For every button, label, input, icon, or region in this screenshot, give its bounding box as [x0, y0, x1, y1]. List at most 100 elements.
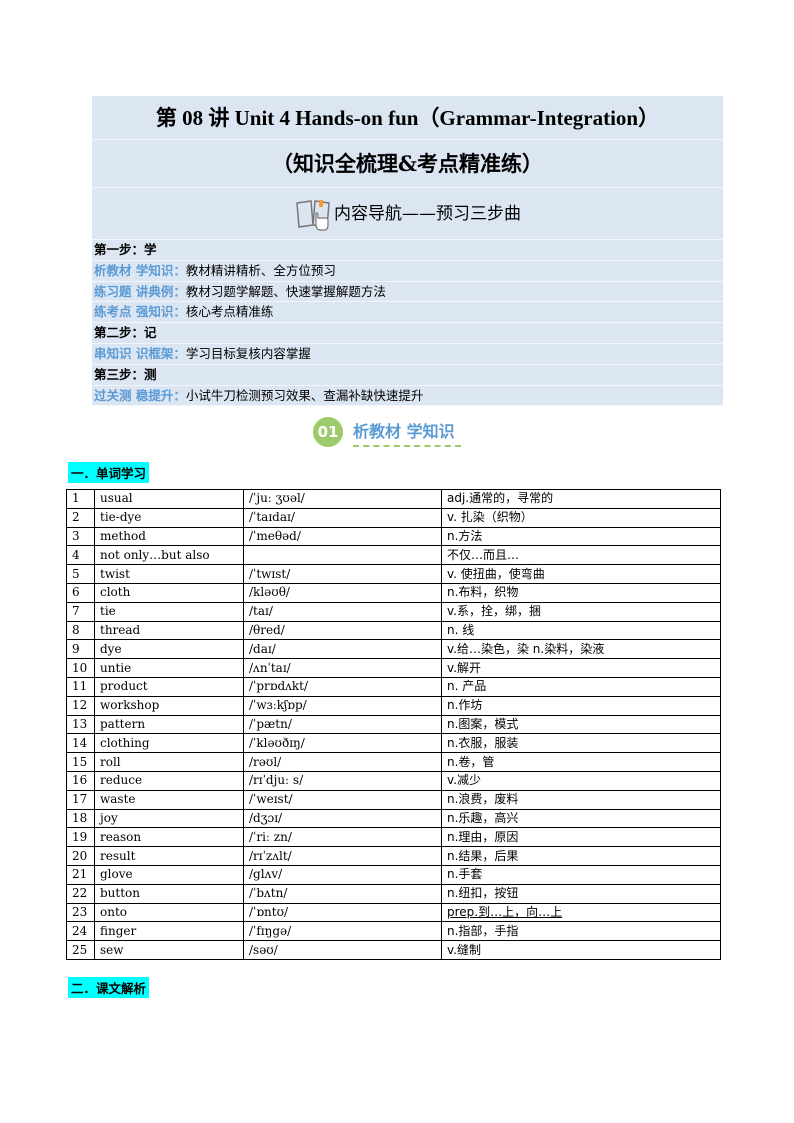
row-number-cell: 12	[66, 695, 95, 716]
word-cell: waste	[94, 789, 244, 810]
meaning-cell: n. 产品	[441, 676, 721, 697]
meaning-cell: n.衣服，服装	[441, 733, 721, 754]
word-cell: finger	[94, 921, 244, 942]
word-cell: tie-dye	[94, 507, 244, 528]
row-number-cell: 1	[66, 489, 95, 509]
row-number-cell: 15	[66, 752, 95, 772]
table-row: 19 reason/ˈriː zn/n.理由，原因	[66, 827, 721, 848]
page-subtitle: （知识全梳理&考点精准练）	[92, 140, 723, 188]
phonetic-cell: /daɪ/	[243, 639, 442, 660]
table-row: 18 joy/dʒɔɪ/n.乐趣，高兴	[66, 808, 721, 829]
word-cell: onto	[94, 902, 244, 923]
step-item-label: 练考点 强知识：	[94, 304, 186, 320]
meaning-cell: n.卷，管	[441, 752, 721, 772]
step-item: 练习题 讲典例：教材习题学解题、快速掌握解题方法	[92, 282, 723, 303]
table-row: 2 tie-dye/ˈtaɪdaɪ/v. 扎染（织物）	[66, 507, 721, 528]
word-cell: untie	[94, 658, 244, 678]
row-number-cell: 11	[66, 676, 95, 697]
word-cell: result	[94, 846, 244, 866]
word-cell: method	[94, 526, 244, 547]
word-cell: glove	[94, 864, 244, 885]
table-row: 6 cloth/kləʊθ/n.布料，织物	[66, 582, 721, 603]
meaning-cell: v.减少	[441, 770, 721, 791]
phonetic-cell: /səʊ/	[243, 940, 442, 960]
content-nav: 内容导航——预习三步曲	[92, 188, 723, 240]
row-number-cell: 18	[66, 808, 95, 829]
table-row: 25 sew/səʊ/v.缝制	[66, 940, 721, 960]
word-cell: reason	[94, 827, 244, 848]
section-heading-vocab: 一．单词学习	[68, 462, 150, 483]
meaning-cell: v. 扎染（织物）	[441, 507, 721, 528]
row-number-cell: 13	[66, 714, 95, 735]
row-number-cell: 17	[66, 789, 95, 810]
table-row: 20 result/rɪˈzʌlt/n.结果，后果	[66, 846, 721, 866]
step-item-label: 串知识 识框架：	[94, 345, 186, 361]
table-row: 16 reduce/rɪˈdjuː s/v.减少	[66, 770, 721, 791]
meaning-cell: v.系，拴，绑，捆	[441, 601, 721, 622]
meaning-cell: v.解开	[441, 658, 721, 678]
word-cell: joy	[94, 808, 244, 829]
table-row: 11 product/ˈprɒdʌkt/n. 产品	[66, 676, 721, 697]
step-item-label: 练习题 讲典例：	[94, 283, 186, 299]
badge-title: 析教材 学知识	[353, 418, 461, 447]
step-item-text: 学习目标复核内容掌握	[185, 345, 311, 361]
meaning-cell: v. 使扭曲，使弯曲	[441, 564, 721, 584]
table-row: 9 dye/daɪ/v.给…染色，染 n.染料，染液	[66, 639, 721, 660]
vocab-table: 1 usual/ˈjuː ʒʊəl/adj.通常的，寻常的 2 tie-dye/ˈta…	[66, 489, 721, 960]
word-cell: clothing	[94, 733, 244, 754]
meaning-cell: n.图案，模式	[441, 714, 721, 735]
word-cell: pattern	[94, 714, 244, 735]
row-number-cell: 3	[66, 526, 95, 547]
step-item: 串知识 识框架：学习目标复核内容掌握	[92, 344, 723, 365]
row-number-cell: 25	[66, 940, 95, 960]
table-row: 22 button/ˈbʌtn/n.纽扣，按钮	[66, 883, 721, 904]
phonetic-cell: /ˈweɪst/	[243, 789, 442, 810]
table-row: 17 waste/ˈweɪst/n.浪费，废料	[66, 789, 721, 810]
meaning-cell: n. 线	[441, 620, 721, 641]
meaning-cell: v.缝制	[441, 940, 721, 960]
row-number-cell: 20	[66, 846, 95, 866]
word-cell: button	[94, 883, 244, 904]
phonetic-cell: /ˈwɜːkʃɒp/	[243, 695, 442, 716]
word-cell: sew	[94, 940, 244, 960]
phonetic-cell: /ˈprɒdʌkt/	[243, 676, 442, 697]
step-heading: 第一步：学	[92, 240, 723, 261]
meaning-cell: n.纽扣，按钮	[441, 883, 721, 904]
header-box: 第 08 讲 Unit 4 Hands-on fun（Grammar-Integ…	[92, 96, 723, 407]
step-item: 过关测 稳提升：小试牛刀检测预习效果、查漏补缺快速提升	[92, 386, 723, 407]
step-item: 练考点 强知识：核心考点精准练	[92, 302, 723, 324]
phonetic-cell: /rəʊl/	[243, 752, 442, 772]
table-row: 7 tie/taɪ/v.系，拴，绑，捆	[66, 601, 721, 622]
meaning-cell: n.理由，原因	[441, 827, 721, 848]
meaning-cell: v.给…染色，染 n.染料，染液	[441, 639, 721, 660]
table-row: 14 clothing/ˈkləʊðɪŋ/n.衣服，服装	[66, 733, 721, 754]
phonetic-cell: /rɪˈdjuː s/	[243, 770, 442, 791]
phonetic-cell: /kləʊθ/	[243, 582, 442, 603]
page-title: 第 08 讲 Unit 4 Hands-on fun（Grammar-Integ…	[92, 96, 723, 140]
table-row: 8 thread/θred/n. 线	[66, 620, 721, 641]
phonetic-cell: /ˈtaɪdaɪ/	[243, 507, 442, 528]
row-number-cell: 24	[66, 921, 95, 942]
phonetic-cell: /ˈbʌtn/	[243, 883, 442, 904]
word-cell: workshop	[94, 695, 244, 716]
word-cell: product	[94, 676, 244, 697]
word-cell: cloth	[94, 582, 244, 603]
word-cell: dye	[94, 639, 244, 660]
table-row: 12 workshop/ˈwɜːkʃɒp/n.作坊	[66, 695, 721, 716]
meaning-cell: n.指部，手指	[441, 921, 721, 942]
phonetic-cell: /θred/	[243, 620, 442, 641]
word-cell: reduce	[94, 770, 244, 791]
step-item-text: 小试牛刀检测预习效果、查漏补缺快速提升	[185, 387, 424, 403]
row-number-cell: 2	[66, 507, 95, 528]
step-heading: 第二步：记	[92, 323, 723, 344]
table-row: 1 usual/ˈjuː ʒʊəl/adj.通常的，寻常的	[66, 489, 721, 509]
phonetic-cell: /ˈkləʊðɪŋ/	[243, 733, 442, 754]
table-row: 10 untie/ʌnˈtaɪ/v.解开	[66, 658, 721, 678]
meaning-cell: n.方法	[441, 526, 721, 547]
phonetic-cell: /taɪ/	[243, 601, 442, 622]
word-cell: twist	[94, 564, 244, 584]
step-item-text: 教材习题学解题、快速掌握解题方法	[185, 283, 386, 299]
phonetic-cell: /ˈɒntʊ/	[243, 902, 442, 923]
meaning-cell: n.布料，织物	[441, 582, 721, 603]
